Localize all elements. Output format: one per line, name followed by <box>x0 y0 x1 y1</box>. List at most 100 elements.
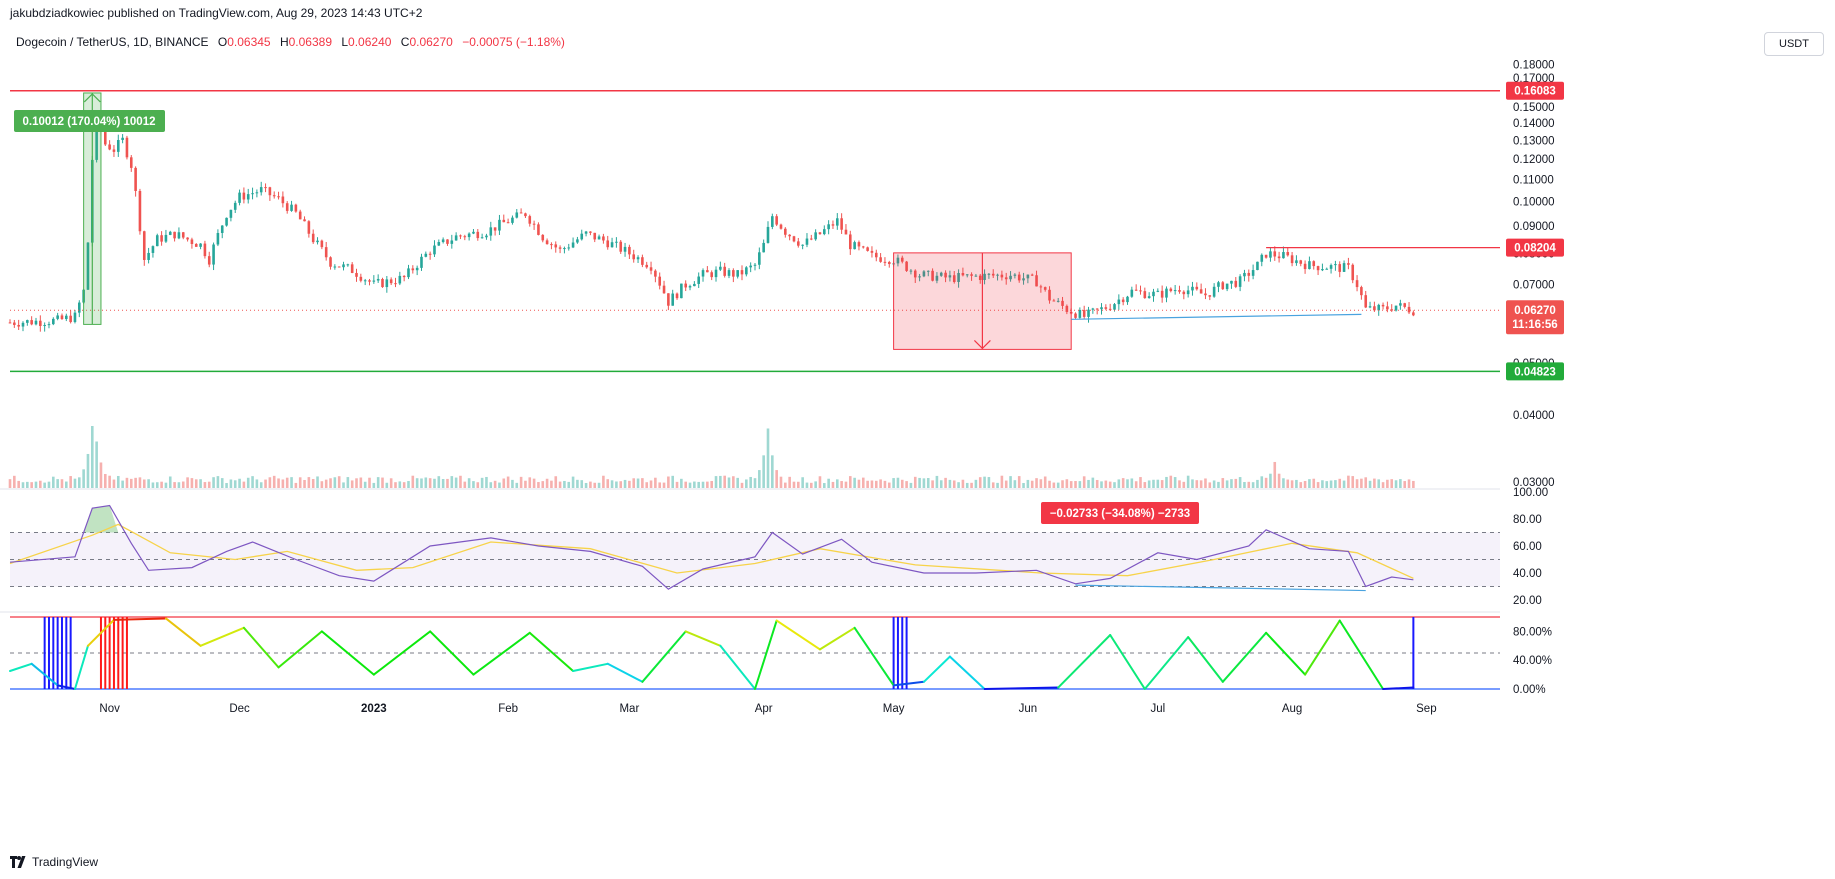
candle-body <box>485 235 488 238</box>
volume-bar <box>1355 479 1359 488</box>
volume-bar <box>39 480 42 488</box>
candle-body <box>1074 313 1077 318</box>
volume-bar <box>333 477 337 488</box>
volume-bar <box>1178 480 1181 488</box>
volume-bar <box>1009 476 1012 488</box>
candle-body <box>216 232 220 245</box>
candle-body <box>52 318 55 325</box>
candle-body <box>1225 283 1229 290</box>
candle-body <box>1329 265 1333 269</box>
candle-body <box>194 244 198 247</box>
candle-body <box>974 275 978 277</box>
currency-button[interactable]: USDT <box>1764 32 1824 56</box>
volume-bar <box>246 477 250 488</box>
volume-bar <box>1156 479 1160 488</box>
candle-body <box>1052 300 1056 302</box>
candle-body <box>112 149 116 152</box>
volume-bar <box>918 477 921 488</box>
volume-bar <box>1407 479 1411 488</box>
volume-bar <box>693 481 696 488</box>
volume-bar <box>606 479 610 488</box>
price-axis-tick: 0.07000 <box>1513 280 1555 292</box>
high-value: 0.06389 <box>288 35 333 49</box>
local-high-tag-bg <box>1506 238 1564 257</box>
candle-body <box>991 273 995 276</box>
candle-body <box>26 320 29 323</box>
volume-bar <box>753 478 757 488</box>
volume-bar <box>779 476 783 488</box>
candle-body <box>320 240 324 248</box>
candle-body <box>675 293 679 299</box>
candle-body <box>723 266 726 276</box>
price-axis-tick: 0.12000 <box>1513 154 1555 166</box>
candle-body <box>225 217 228 226</box>
volume-bar <box>303 479 306 488</box>
volume-bar <box>1234 478 1238 488</box>
candle-body <box>1364 295 1368 308</box>
osc-line-segment <box>641 630 687 683</box>
candle-body <box>1026 274 1030 279</box>
volume-bar <box>1186 475 1190 488</box>
volume-bar <box>1334 480 1337 488</box>
candle-body <box>1234 280 1238 287</box>
volume-bar <box>965 482 969 488</box>
volume-bar <box>563 480 566 488</box>
volume-bar <box>294 482 298 488</box>
candle-body <box>207 256 211 265</box>
volume-bar <box>1048 480 1051 488</box>
candle-body <box>1355 280 1359 288</box>
volume-bar <box>589 481 592 488</box>
osc-line-segment <box>818 626 856 651</box>
volume-bar <box>654 477 657 488</box>
volume-bar <box>861 477 865 488</box>
candle-body <box>1386 306 1389 310</box>
candle-body <box>719 266 722 270</box>
candle-body <box>1087 309 1090 317</box>
osc-line-segment <box>472 631 531 676</box>
candle-body <box>498 219 501 231</box>
volume-bar <box>896 477 900 488</box>
candle-body <box>805 238 809 245</box>
osc-line-segment <box>892 680 925 687</box>
candle-body <box>1282 252 1285 259</box>
volume-bar <box>740 482 744 488</box>
candle-body <box>935 275 939 281</box>
volume-bar <box>389 478 393 488</box>
volume-bar <box>1225 480 1229 488</box>
footer-brand[interactable]: TradingView <box>10 855 98 869</box>
candle-body <box>931 270 934 281</box>
symbol-name[interactable]: Dogecoin / TetherUS, 1D, BINANCE <box>16 35 209 49</box>
time-axis-tick: 2023 <box>361 703 387 715</box>
volume-bar <box>168 476 172 488</box>
candle-body <box>1221 282 1225 290</box>
volume-bar <box>831 481 835 488</box>
volume-bar <box>337 476 341 488</box>
candle-body <box>658 276 662 286</box>
volume-bar <box>1030 480 1034 488</box>
candle-body <box>1390 309 1394 311</box>
candle-body <box>342 264 345 268</box>
volume-bar <box>459 475 462 488</box>
volume-bar <box>762 455 765 488</box>
close-value: 0.06270 <box>409 35 453 49</box>
candle-body <box>1082 309 1086 317</box>
candle-body <box>693 283 696 287</box>
rsi-axis-tick: 100.00 <box>1513 487 1548 499</box>
volume-bar <box>996 482 999 488</box>
osc-line-segment <box>277 630 323 669</box>
volume-bar <box>281 479 285 488</box>
candle-body <box>654 270 657 277</box>
candle-body <box>896 257 900 264</box>
candle-body <box>307 221 311 234</box>
candle-body <box>39 320 42 326</box>
volume-bar <box>675 481 679 488</box>
candle-body <box>874 252 878 258</box>
volume-bar <box>944 477 947 488</box>
osc-line-segment <box>372 630 432 676</box>
rsi-axis-tick: 80.00 <box>1513 514 1542 526</box>
candle-body <box>1204 293 1207 296</box>
candle-body <box>294 204 298 212</box>
volume-bar <box>463 481 467 488</box>
open-label: O <box>217 35 228 49</box>
volume-bar <box>34 481 38 488</box>
